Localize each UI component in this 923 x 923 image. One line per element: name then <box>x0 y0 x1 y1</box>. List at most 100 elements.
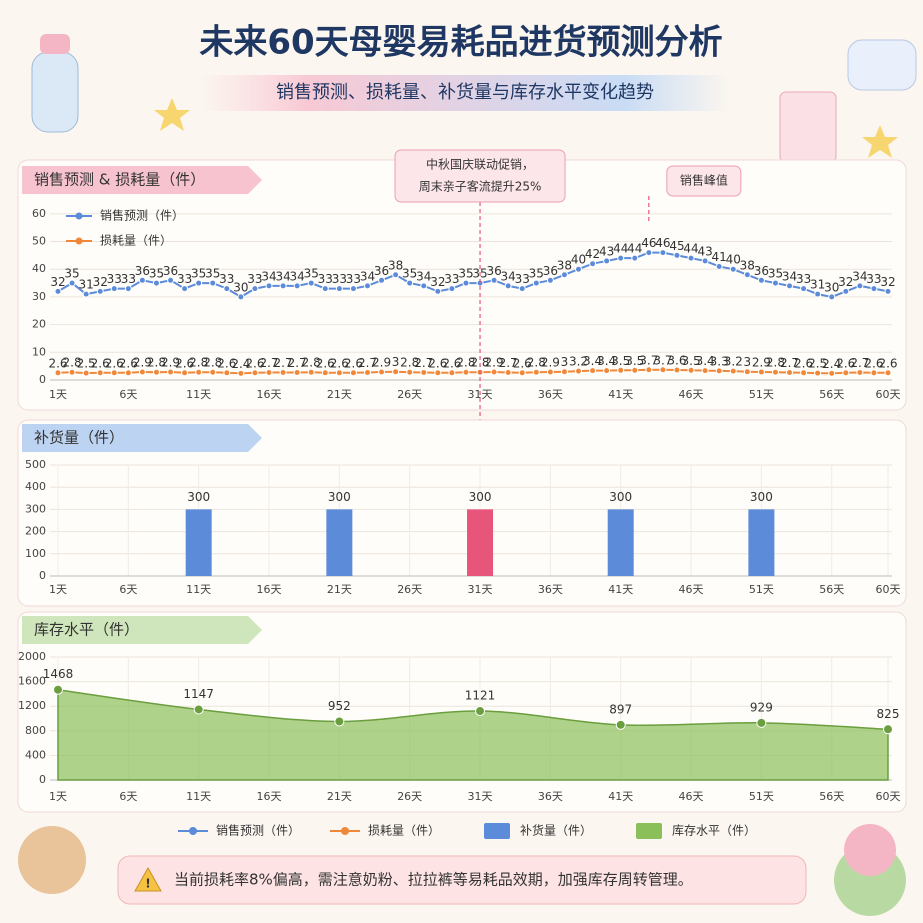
data-point <box>279 369 287 377</box>
data-point <box>603 257 611 265</box>
data-point <box>560 368 568 376</box>
data-point <box>321 285 329 293</box>
section-ribbon <box>22 424 262 452</box>
data-point <box>251 369 259 377</box>
data-label: 3 <box>561 355 569 369</box>
data-point <box>701 367 709 375</box>
data-label: 35 <box>768 267 783 281</box>
x-tick-label: 6天 <box>119 790 137 803</box>
data-point <box>349 285 357 293</box>
x-tick-label: 26天 <box>397 583 422 596</box>
data-point <box>406 368 414 376</box>
data-point <box>856 282 864 290</box>
data-label: 36 <box>543 264 558 278</box>
decorations <box>18 34 917 916</box>
data-label: 2.9 <box>752 355 771 369</box>
x-tick-label: 46天 <box>679 790 704 803</box>
x-tick-label: 56天 <box>819 790 844 803</box>
data-point <box>392 271 400 279</box>
section-ribbon <box>22 616 262 644</box>
data-label: 2.8 <box>189 356 208 370</box>
data-point <box>814 290 822 298</box>
data-point <box>631 254 639 262</box>
data-point <box>223 369 231 377</box>
data-label: 2.9 <box>485 355 504 369</box>
data-point <box>617 366 625 374</box>
data-label: 36 <box>163 264 178 278</box>
data-point <box>378 276 386 284</box>
data-label: 35 <box>64 267 79 281</box>
legend-label: 销售预测（件） <box>100 208 184 223</box>
data-label: 34 <box>290 269 305 283</box>
data-point <box>378 368 386 376</box>
x-tick-label: 46天 <box>679 388 704 401</box>
data-label: 33 <box>332 272 347 286</box>
subtitle-band <box>200 75 730 111</box>
star <box>154 98 190 131</box>
data-point <box>771 368 779 376</box>
data-label: 33 <box>107 272 122 286</box>
data-label: 30 <box>824 280 839 294</box>
legend-label: 损耗量（件） <box>100 234 172 248</box>
data-point <box>615 719 626 730</box>
data-point <box>265 369 273 377</box>
data-label: 31 <box>78 278 93 292</box>
y-tick-label: 400 <box>25 480 46 493</box>
y-tick-label: 200 <box>25 525 46 538</box>
data-label: 34 <box>416 269 431 283</box>
data-label: 33 <box>318 272 333 286</box>
data-label: 3.2 <box>724 355 743 369</box>
x-tick-label: 56天 <box>819 583 844 596</box>
data-label: 34 <box>360 269 375 283</box>
data-point <box>321 369 329 377</box>
data-label: 33 <box>346 272 361 286</box>
legend-label: 销售预测（件） <box>216 823 300 838</box>
x-tick-label: 21天 <box>327 583 352 596</box>
y-tick-label: 800 <box>25 724 46 737</box>
data-point <box>687 366 695 374</box>
data-point <box>560 271 568 279</box>
data-point <box>124 285 132 293</box>
data-point <box>82 369 90 377</box>
data-label: 2.6 <box>316 356 335 370</box>
data-label: 34 <box>782 269 797 283</box>
data-point <box>786 369 794 377</box>
data-point <box>96 287 104 295</box>
data-point <box>870 369 878 377</box>
data-point <box>842 287 850 295</box>
data-point <box>335 285 343 293</box>
data-point <box>659 366 667 374</box>
data-point <box>743 271 751 279</box>
data-point <box>237 293 245 301</box>
data-label: 46 <box>655 236 670 250</box>
note-box <box>117 855 807 905</box>
data-point <box>532 279 540 287</box>
data-point <box>645 249 653 257</box>
x-tick-label: 1天 <box>49 583 67 596</box>
data-point <box>152 368 160 376</box>
data-point <box>293 282 301 290</box>
y-tick-label: 30 <box>32 290 46 303</box>
x-tick-label: 51天 <box>749 790 774 803</box>
data-label: 2.8 <box>400 356 419 370</box>
page-subtitle: 销售预测、损耗量、补货量与库存水平变化趋势 <box>276 82 654 103</box>
box <box>779 91 837 163</box>
legend-swatch <box>75 212 83 220</box>
data-point <box>701 257 709 265</box>
x-tick-label: 26天 <box>397 388 422 401</box>
x-tick-label: 60天 <box>876 583 901 596</box>
legend-swatch <box>636 823 662 839</box>
data-label: 35 <box>149 267 164 281</box>
data-point <box>884 369 892 377</box>
data-label: 2.7 <box>259 356 278 370</box>
y-tick-label: 300 <box>25 502 46 515</box>
data-point <box>504 282 512 290</box>
data-point <box>743 368 751 376</box>
data-label: 44 <box>627 242 642 256</box>
x-tick-label: 1天 <box>49 388 67 401</box>
section-title: 补货量（件） <box>34 429 124 447</box>
data-point <box>363 282 371 290</box>
data-point <box>152 279 160 287</box>
data-label: 46 <box>641 236 656 250</box>
data-point <box>448 369 456 377</box>
